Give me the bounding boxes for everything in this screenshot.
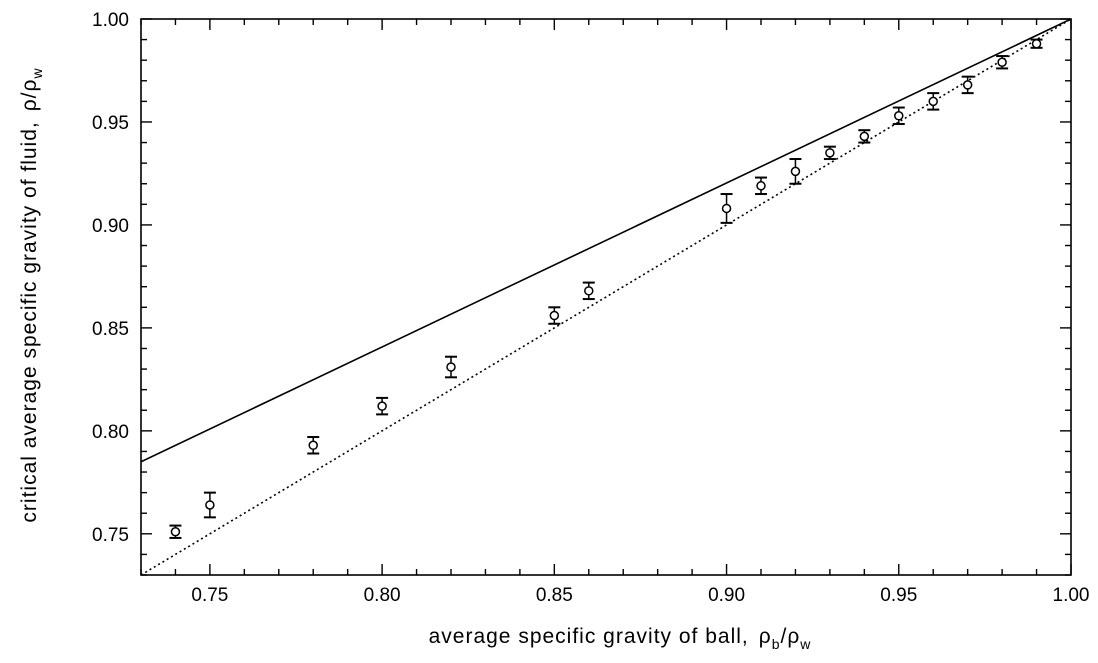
plot-frame [140, 18, 1072, 576]
data-point [445, 355, 457, 379]
data-point [307, 436, 320, 455]
data-point [927, 92, 940, 111]
data-marker [859, 131, 870, 142]
data-marker [377, 401, 387, 411]
data-point [961, 75, 974, 95]
data-marker [308, 440, 318, 451]
x-tick-label: 0.85 [536, 585, 573, 606]
data-marker [205, 500, 215, 510]
dotted-reference-line [141, 19, 1071, 575]
data-marker [825, 148, 835, 158]
data-marker [997, 57, 1007, 67]
data-marker [1031, 38, 1042, 49]
x-tick-label: 0.80 [364, 585, 401, 606]
y-tick-label: 0.80 [92, 422, 129, 443]
data-point [376, 396, 389, 416]
x-tick-label: 0.90 [708, 585, 745, 606]
y-tick-label: 0.75 [92, 525, 129, 546]
data-point [548, 306, 561, 325]
data-marker [721, 203, 732, 214]
data-marker [584, 286, 594, 296]
x-tick-labels: 0.75 0.80 0.85 0.90 0.95 1.00 [191, 585, 1089, 606]
data-point [789, 158, 802, 185]
data-point [720, 193, 733, 224]
y-axis-title: critical average specific gravity of flu… [18, 67, 45, 522]
data-marker [894, 111, 904, 121]
data-point [996, 55, 1009, 70]
data-marker [962, 80, 973, 90]
y-tick-label: 0.95 [92, 113, 129, 134]
x-axis-title: average specific gravity of ball, ρb/ρw [429, 625, 812, 652]
data-marker [170, 527, 181, 537]
data-marker [928, 96, 938, 107]
data-point [582, 281, 595, 301]
data-point [755, 176, 767, 196]
axis-ticks [140, 18, 1072, 576]
y-tick-labels: 0.75 0.80 0.85 0.90 0.95 1.00 [92, 10, 129, 546]
data-point [823, 145, 836, 161]
data-point [203, 491, 216, 519]
y-tick-label: 0.90 [92, 216, 129, 237]
data-marker [756, 181, 766, 191]
data-point [1030, 38, 1043, 49]
solid-reference-line [141, 19, 1071, 463]
plot-content [141, 19, 1071, 575]
data-marker [790, 166, 801, 177]
data-marker [549, 310, 560, 321]
y-tick-label: 1.00 [92, 10, 129, 31]
x-tick-label: 0.75 [191, 585, 228, 606]
data-point [169, 524, 182, 539]
x-tick-label: 0.95 [880, 585, 917, 606]
data-marker [446, 362, 456, 372]
x-tick-label: 1.00 [1053, 585, 1090, 606]
y-tick-label: 0.85 [92, 319, 129, 340]
data-point [892, 106, 905, 126]
data-point [858, 129, 871, 144]
